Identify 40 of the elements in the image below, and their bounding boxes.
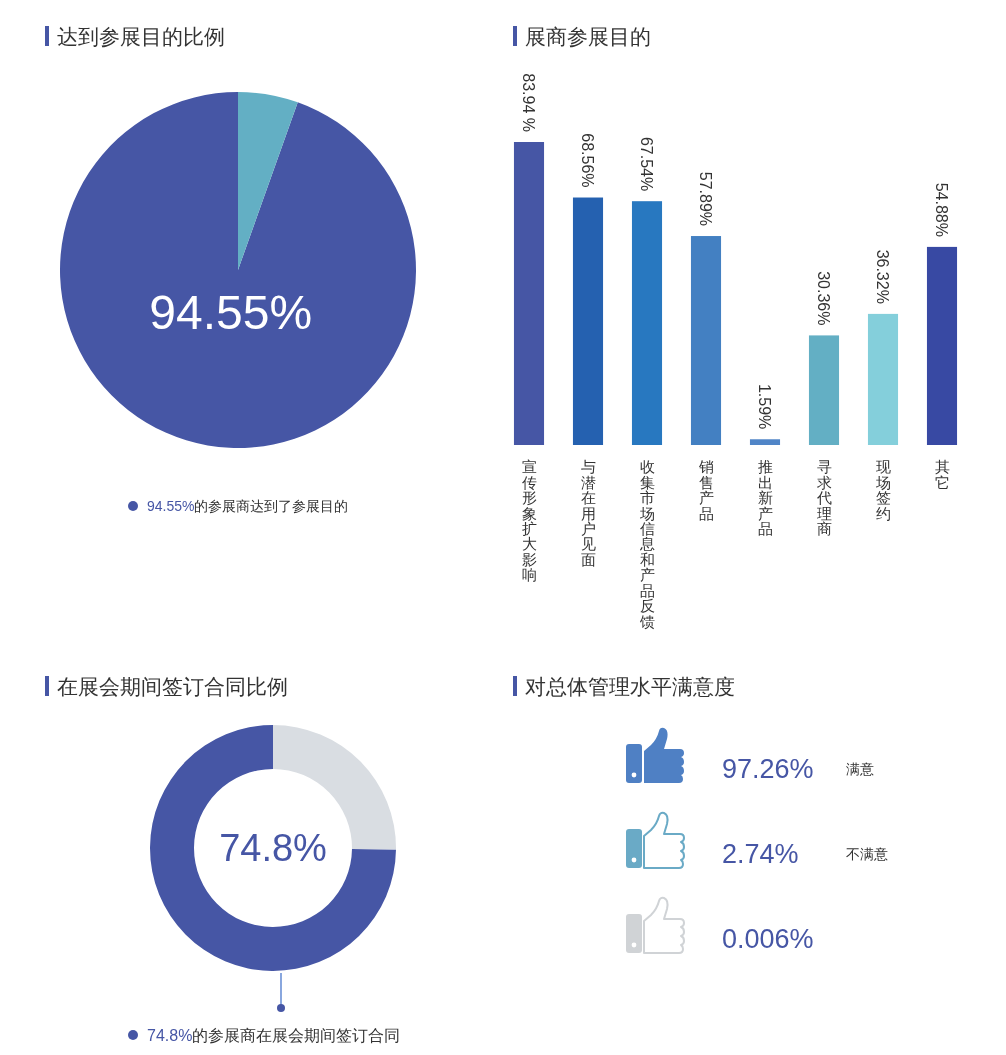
data-label: 1.59% [756,383,774,430]
x-tick-label: 推出新产品 [757,458,773,537]
legend-label: 74.8%的参展商在展会期间签订合同 [147,1026,401,1044]
pie-slice [238,92,298,270]
donut-slice [150,725,396,971]
x-tick-label: 与潜在用户见面 [580,458,596,568]
bar [926,246,958,445]
data-label: 54.88% [933,182,951,237]
category-label: 收集市场信息和产品反馈 [639,458,655,630]
text: 对总体管理水平满意度 [525,674,735,698]
bar [867,313,899,445]
bar [749,439,781,445]
data-label: 36.32% [874,249,892,304]
data-label: 57.89% [697,171,715,227]
chart-title: 达到参展目的比例 [57,24,225,48]
x-tick-label: 寻求代理商 [815,458,832,537]
text: 2.74% [722,839,799,869]
pie-slice [60,92,416,448]
x-tick-label: 其它 [934,458,950,491]
x-tick-label: 销售产品 [697,458,714,522]
x-tick-label: 宣传形象扩大影响 [521,458,537,584]
legend-label: 94.55%的参展商达到了参展目的 [147,498,349,514]
bar [690,236,722,445]
text: 0.006% [722,924,814,954]
text: 不满意 [846,846,888,862]
text: 74.8% [219,827,327,869]
data-label: 83.94 % [520,73,538,132]
data-label: 67.54% [638,136,656,192]
bar [631,201,663,445]
bar [513,142,545,445]
data-label: 30.36% [815,271,833,326]
chart-title: 展商参展目的 [525,24,651,48]
x-tick-label: 现场签约 [874,458,891,522]
bar [808,335,840,445]
data-label: 68.56% [579,133,597,188]
chart-title: 在展会期间签订合同比例 [57,674,288,698]
text: 满意 [846,761,874,777]
text: 97.26% [722,754,814,784]
data-label: 94.55% [149,285,313,339]
bar [572,197,604,445]
